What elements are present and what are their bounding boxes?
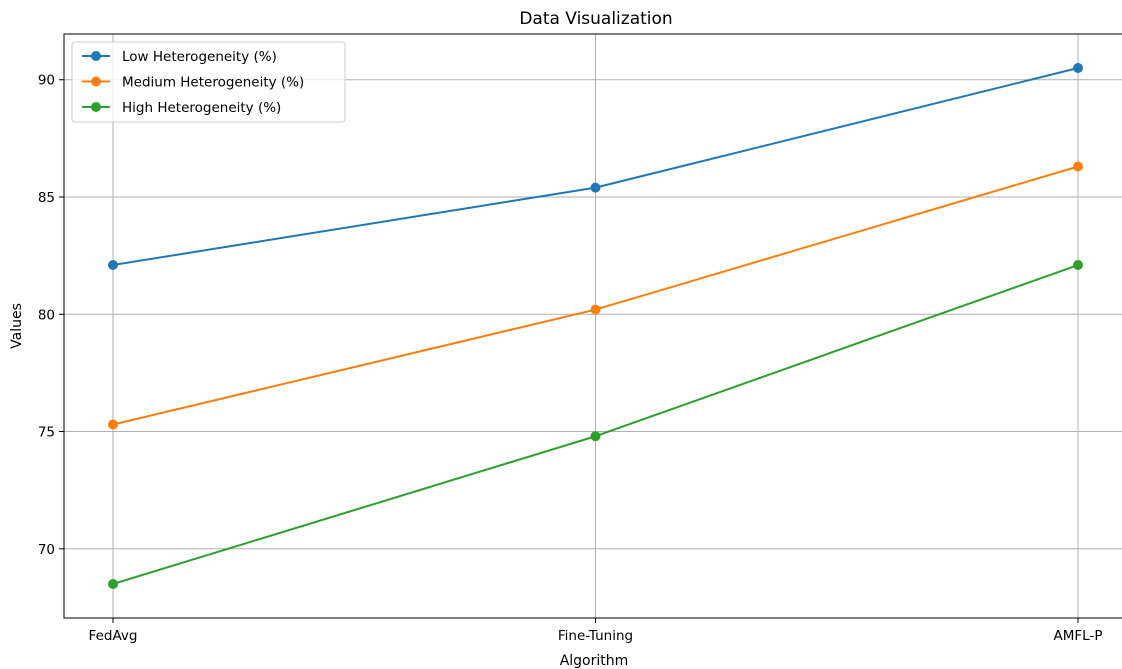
legend-label: High Heterogeneity (%) <box>122 100 281 116</box>
axis-ticks: FedAvg Fine-Tuning AMFL-P 70 75 80 85 90 <box>38 73 1103 644</box>
data-point <box>1073 260 1083 271</box>
data-point <box>108 578 118 589</box>
x-tick-label: Fine-Tuning <box>558 628 633 644</box>
legend-box <box>71 41 346 123</box>
x-axis-label: Algorithm <box>560 653 629 669</box>
legend-marker <box>91 76 101 87</box>
y-tick-label: 90 <box>38 73 55 89</box>
data-point <box>108 260 118 271</box>
y-tick-label: 75 <box>38 425 55 441</box>
chart-title: Data Visualization <box>519 9 672 29</box>
y-axis-label: Values <box>9 303 25 349</box>
x-tick-label: AMFL-P <box>1054 628 1103 644</box>
y-tick-label: 85 <box>38 190 55 206</box>
legend-label: Low Heterogeneity (%) <box>122 49 277 65</box>
data-point <box>1073 161 1083 172</box>
data-point <box>590 182 601 193</box>
x-tick-label: FedAvg <box>89 628 138 644</box>
data-point <box>590 304 601 315</box>
series <box>108 63 1083 589</box>
y-tick-label: 70 <box>38 542 55 558</box>
data-point <box>1073 63 1083 74</box>
legend-marker <box>91 102 101 112</box>
data-point <box>590 431 601 442</box>
data-point <box>108 419 118 430</box>
legend-label: Medium Heterogeneity (%) <box>122 75 304 91</box>
y-tick-label: 80 <box>38 307 55 323</box>
legend-marker <box>91 51 101 61</box>
legend: Low Heterogeneity (%) Medium Heterogeneit… <box>71 41 346 123</box>
